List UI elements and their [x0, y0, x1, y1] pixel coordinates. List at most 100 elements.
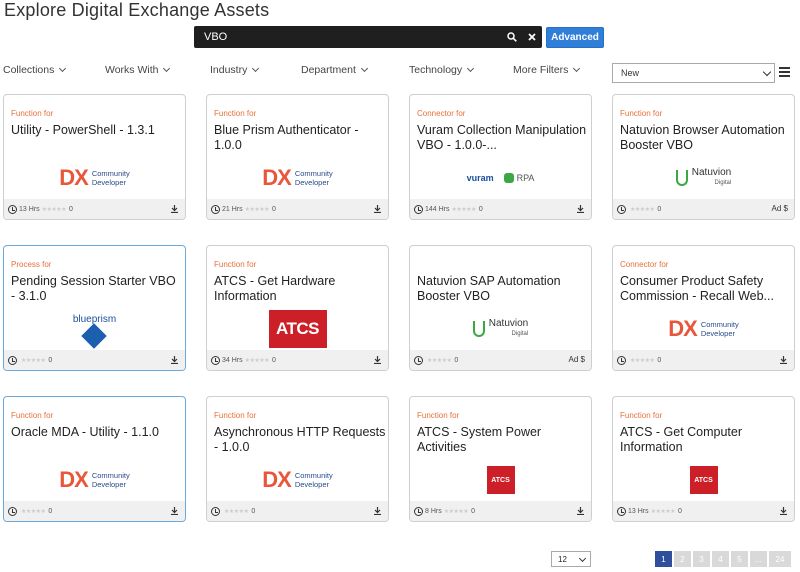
list-view-icon[interactable] [779, 67, 790, 77]
card-type: Process for [11, 260, 52, 269]
advanced-search-button[interactable]: Advanced [546, 27, 604, 48]
clock-icon [617, 355, 626, 365]
clock-icon [8, 506, 17, 516]
card-hours: 21 Hrs [222, 205, 243, 213]
asset-card[interactable]: Process for Pending Session Starter VBO … [3, 245, 186, 371]
clock-icon [211, 506, 220, 516]
asset-card[interactable]: Function for ATCS - Get Computer Informa… [612, 396, 795, 522]
blueprism-logo: blueprism [73, 314, 116, 349]
chevron-down-icon [573, 64, 581, 73]
asset-card[interactable]: Function for Asynchronous HTTP Requests … [206, 396, 389, 522]
download-icon[interactable] [577, 205, 584, 213]
card-downloads: 0 [69, 205, 73, 213]
page-ellipsis: ... [750, 551, 767, 567]
card-title[interactable]: ATCS - Get Computer Information [620, 425, 743, 454]
clock-icon [414, 204, 423, 214]
dx-community-logo: DX Community Developer [668, 316, 739, 341]
card-logo: ATCS [410, 463, 591, 497]
filter-technology[interactable]: Technology [409, 64, 475, 76]
rating-stars-icon: ★★★★★ [650, 508, 676, 515]
card-downloads: 0 [272, 205, 276, 213]
card-title[interactable]: Consumer Product Safety Commission - Rec… [620, 274, 774, 303]
card-title[interactable]: ATCS - Get Hardware Information [214, 274, 336, 303]
card-title[interactable]: Vuram Collection Manipulation VBO - 1.0.… [417, 123, 587, 152]
card-downloads: 0 [48, 356, 53, 364]
clear-search-icon[interactable] [522, 26, 542, 48]
card-footer: ★★★★★ 0 [613, 350, 794, 370]
search-input[interactable] [194, 31, 502, 43]
card-logo: blueprism [4, 312, 185, 349]
download-icon[interactable] [171, 205, 178, 213]
filter-more[interactable]: More Filters [513, 64, 581, 76]
chevron-down-icon [762, 67, 772, 77]
card-footer: 144 Hrs ★★★★★ 0 [410, 199, 591, 219]
pagination: 1 2 3 4 5 ... 24 [655, 551, 793, 567]
card-title[interactable]: Natuvion Browser Automation Booster VBO [620, 123, 785, 152]
card-title[interactable]: Oracle MDA - Utility - 1.1.0 [11, 425, 159, 439]
vuram-logo: vuram RPA [466, 173, 535, 183]
filter-collections[interactable]: Collections [3, 64, 67, 76]
card-logo: DX Community Developer [207, 463, 388, 497]
download-icon[interactable] [780, 356, 787, 364]
rating-stars-icon: ★★★★★ [224, 508, 249, 515]
download-icon[interactable] [374, 356, 381, 364]
download-icon[interactable] [374, 507, 381, 515]
card-title[interactable]: Natuvion SAP Automation Booster VBO [417, 274, 561, 303]
card-title[interactable]: Asynchronous HTTP Requests - 1.0.0 [214, 425, 386, 454]
natuvion-mark-icon [472, 321, 485, 337]
filter-department[interactable]: Department [301, 64, 368, 76]
page-button-1[interactable]: 1 [655, 551, 672, 567]
card-footer: ★★★★★ 0 Ad $ [613, 199, 794, 219]
card-title[interactable]: Utility - PowerShell - 1.3.1 [11, 123, 155, 137]
filter-works-with[interactable]: Works With [105, 64, 171, 76]
card-footer: 34 Hrs ★★★★★ 0 [207, 350, 388, 370]
card-downloads: 0 [471, 507, 476, 515]
asset-card[interactable]: Function for Blue Prism Authenticator - … [206, 94, 389, 220]
page-button-24[interactable]: 24 [769, 551, 791, 567]
download-icon[interactable] [171, 356, 178, 364]
page-button-3[interactable]: 3 [693, 551, 710, 567]
rating-stars-icon: ★★★★★ [630, 357, 655, 364]
card-price-tag: Ad $ [568, 355, 585, 364]
asset-card[interactable]: Function for ATCS - System Power Activit… [409, 396, 592, 522]
clock-icon [211, 355, 220, 365]
search-bar [194, 26, 542, 48]
sort-value: New [621, 68, 640, 78]
page-button-4[interactable]: 4 [712, 551, 729, 567]
chevron-down-icon [252, 64, 260, 73]
atcs-logo: ATCS [486, 466, 515, 494]
per-page-select[interactable]: 12 [551, 551, 591, 567]
card-footer: 13 Hrs ★★★★★ 0 [613, 501, 794, 521]
download-icon[interactable] [374, 205, 381, 213]
card-title[interactable]: Pending Session Starter VBO - 3.1.0 [11, 274, 176, 303]
sort-select[interactable]: New [612, 63, 775, 83]
card-downloads: 0 [478, 205, 483, 213]
chevron-down-icon [59, 64, 67, 73]
asset-card[interactable]: Natuvion SAP Automation Booster VBO Natu… [409, 245, 592, 371]
asset-card[interactable]: Connector for Vuram Collection Manipulat… [409, 94, 592, 220]
page-button-5[interactable]: 5 [731, 551, 748, 567]
asset-card[interactable]: Function for ATCS - Get Hardware Informa… [206, 245, 389, 371]
asset-card[interactable]: Function for Utility - PowerShell - 1.3.… [3, 94, 186, 220]
filter-industry[interactable]: Industry [210, 64, 260, 76]
asset-card[interactable]: Function for Oracle MDA - Utility - 1.1.… [3, 396, 186, 522]
card-logo: Natuvion Digital [613, 161, 794, 195]
per-page-value: 12 [558, 554, 567, 564]
card-price-tag: Ad $ [771, 204, 788, 213]
download-icon[interactable] [577, 507, 584, 515]
download-icon[interactable] [171, 507, 178, 515]
asset-card[interactable]: Function for Natuvion Browser Automation… [612, 94, 795, 220]
search-icon[interactable] [502, 26, 522, 48]
download-icon[interactable] [780, 507, 787, 515]
natuvion-logo: Natuvion Digital [472, 319, 528, 339]
card-logo: DX Community Developer [613, 312, 794, 346]
rating-stars-icon: ★★★★★ [21, 508, 46, 515]
blueprism-mark-icon [81, 322, 108, 349]
page-button-2[interactable]: 2 [674, 551, 691, 567]
card-hours: 34 Hrs [222, 356, 243, 364]
asset-card[interactable]: Connector for Consumer Product Safety Co… [612, 245, 795, 371]
card-title[interactable]: ATCS - System Power Activities [417, 425, 542, 454]
card-title[interactable]: Blue Prism Authenticator - 1.0.0 [214, 123, 359, 152]
clock-icon [617, 204, 626, 214]
card-type: Function for [620, 411, 663, 420]
